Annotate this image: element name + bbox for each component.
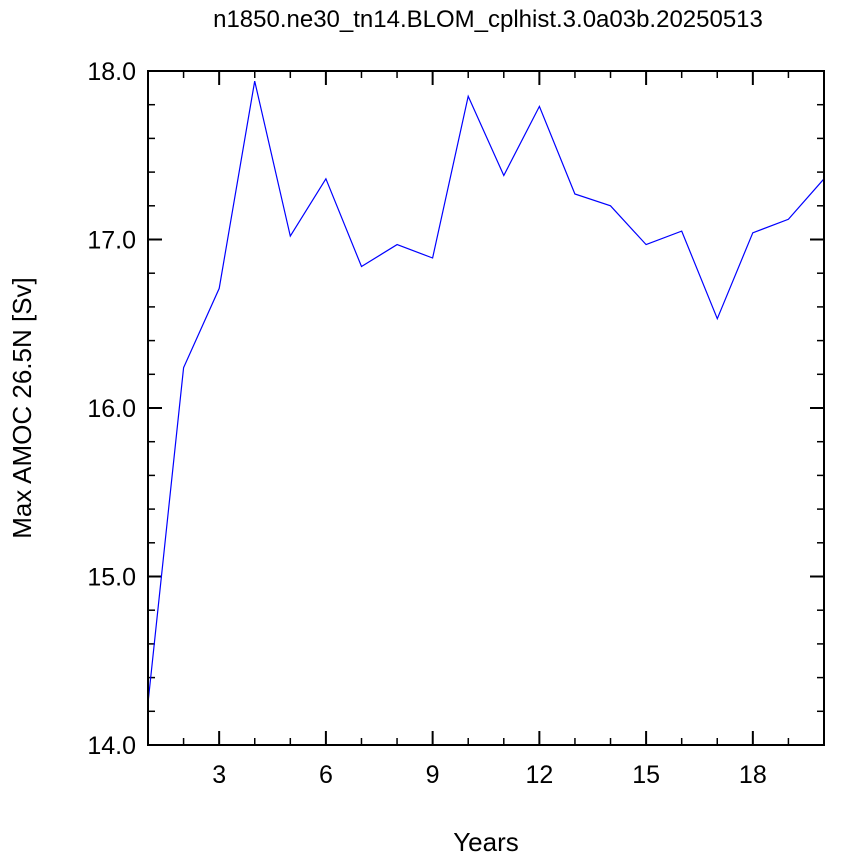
- y-tick-labels: 14.0 15.0 16.0 17.0 18.0: [87, 58, 136, 760]
- x-tick-label: 18: [739, 761, 767, 789]
- x-tick-label: 3: [212, 761, 226, 789]
- y-tick-label: 16.0: [87, 395, 136, 423]
- x-tick-label: 9: [426, 761, 440, 789]
- major-ticks: [148, 70, 824, 746]
- x-tick-label: 6: [319, 761, 333, 789]
- x-axis-label: Years: [453, 827, 519, 857]
- y-tick-label: 15.0: [87, 564, 136, 592]
- chart-title: n1850.ne30_tn14.BLOM_cplhist.3.0a03b.202…: [213, 6, 763, 33]
- x-tick-label: 12: [525, 761, 553, 789]
- plot-frame: [147, 70, 825, 746]
- y-tick-label: 14.0: [87, 732, 136, 760]
- x-tick-label: 15: [632, 761, 660, 789]
- y-axis-label: Max AMOC 26.5N [Sv]: [7, 277, 37, 539]
- x-tick-labels: 3 6 9 12 15 18: [212, 761, 767, 789]
- minor-ticks: [147, 71, 825, 745]
- y-tick-label: 18.0: [87, 58, 136, 86]
- series-line: [147, 80, 825, 703]
- y-tick-label: 17.0: [87, 227, 136, 255]
